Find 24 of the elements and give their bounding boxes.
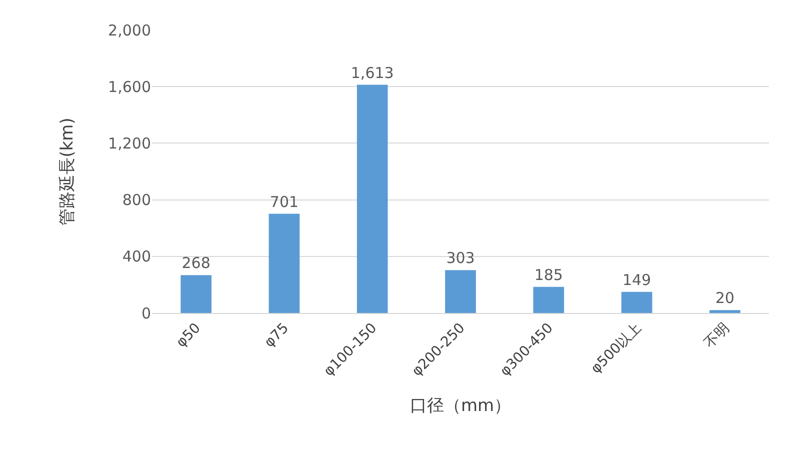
- y-axis-title: 管路延長(km): [58, 118, 78, 226]
- y-tick-label: 1,600: [108, 78, 151, 96]
- bar: [710, 310, 740, 313]
- x-tick-label: 不明: [702, 320, 733, 352]
- bar: [180, 275, 212, 313]
- data-label: 20: [715, 289, 734, 308]
- y-tick-label: 2,000: [108, 21, 151, 40]
- data-label: 149: [622, 270, 652, 289]
- bar: [533, 286, 564, 313]
- x-tick-label: φ50: [173, 320, 204, 351]
- y-tick-label: 800: [122, 191, 151, 210]
- data-label: 701: [270, 192, 299, 211]
- bar: [445, 270, 476, 313]
- data-label: 1,613: [350, 64, 394, 82]
- bar: [356, 84, 388, 313]
- x-axis-title: 口径（mm）: [410, 396, 512, 416]
- data-label: 185: [534, 266, 563, 284]
- y-tick-label: 400: [122, 248, 151, 266]
- y-tick-label: 0: [141, 304, 151, 322]
- y-tick-label: 1,200: [108, 134, 151, 152]
- bar: [268, 214, 300, 313]
- data-label: 268: [182, 254, 210, 272]
- data-label: 303: [446, 249, 475, 268]
- bar: [621, 292, 652, 313]
